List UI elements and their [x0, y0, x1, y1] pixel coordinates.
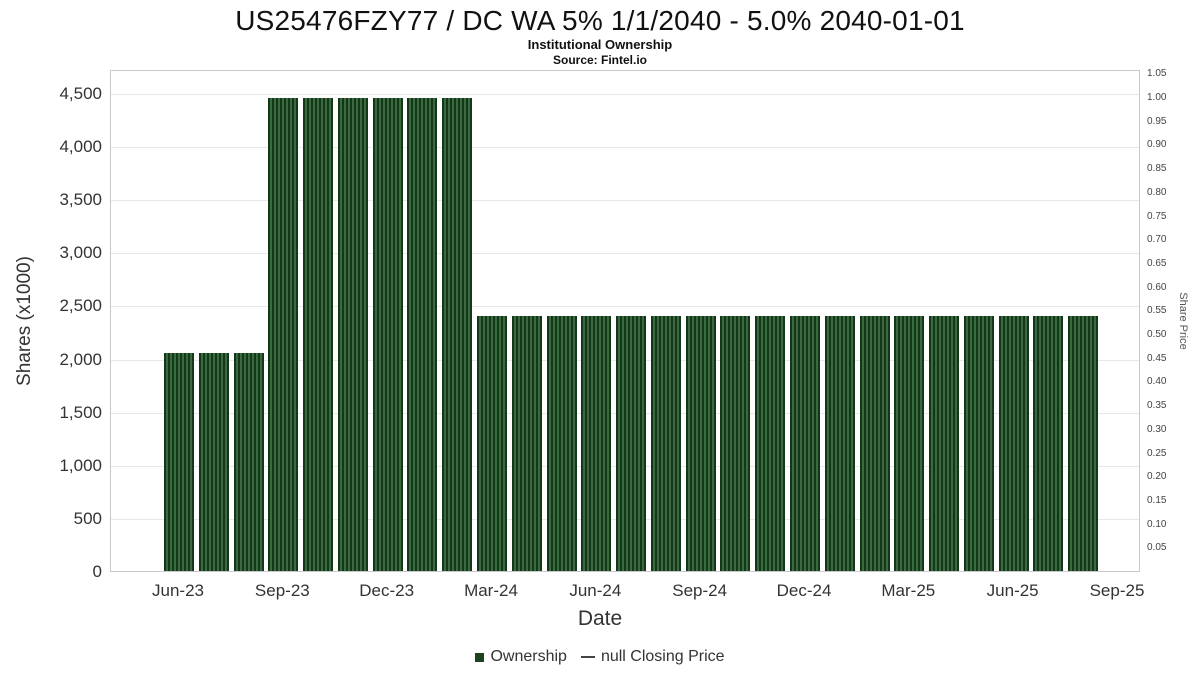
x-tick-label: Mar-25 — [881, 581, 936, 600]
right-tick-label: 1.05 — [1147, 68, 1167, 80]
chart-source: Source: Fintel.io — [552, 53, 647, 67]
left-tick-label: 3,000 — [59, 243, 102, 263]
right-tick-label: 0.95 — [1147, 115, 1167, 127]
x-tick-label: Dec-24 — [776, 581, 832, 600]
ownership-bar[interactable] — [268, 98, 299, 571]
right-tick-label: 0.25 — [1147, 447, 1167, 459]
ownership-bar[interactable] — [650, 316, 681, 571]
right-tick-label: 0.05 — [1147, 542, 1167, 554]
gridline — [111, 147, 1139, 149]
ownership-bar[interactable] — [929, 316, 960, 571]
plot-area — [110, 70, 1140, 572]
left-tick-label: 0 — [92, 562, 102, 581]
gridline — [111, 306, 1139, 308]
ownership-bar[interactable] — [894, 316, 925, 571]
right-tick-label: 0.80 — [1147, 186, 1167, 198]
legend-item-null-closing-price[interactable]: null Closing Price — [580, 648, 725, 666]
ownership-bar[interactable] — [442, 98, 473, 571]
left-tick-label: 2,500 — [59, 296, 102, 316]
ownership-bar[interactable] — [859, 316, 890, 571]
right-tick-label: 0.90 — [1147, 139, 1167, 151]
right-tick-label: 0.20 — [1147, 471, 1167, 483]
ownership-bar[interactable] — [511, 316, 542, 571]
ownership-bar[interactable] — [198, 353, 229, 571]
ownership-bar[interactable] — [303, 98, 334, 571]
x-tick-label: Sep-24 — [672, 581, 728, 600]
ownership-bar[interactable] — [407, 98, 438, 571]
chart-title: US25476FZY77 / DC WA 5% 1/1/2040 - 5.0% … — [235, 5, 965, 36]
legend-item-ownership[interactable]: Ownership — [475, 648, 567, 666]
right-tick-label: 0.15 — [1147, 494, 1167, 506]
legend: Ownership null Closing Price — [0, 645, 1200, 669]
ownership-bar[interactable] — [164, 353, 194, 571]
ownership-bar[interactable] — [581, 316, 612, 571]
right-tick-label: 0.60 — [1147, 281, 1167, 293]
right-tick-label: 1.00 — [1147, 92, 1167, 103]
gridline — [111, 253, 1139, 255]
right-tick-label: 0.40 — [1147, 376, 1167, 388]
right-tick-label: 0.85 — [1147, 163, 1167, 175]
ownership-bar[interactable] — [337, 98, 368, 571]
legend-label: null Closing Price — [600, 648, 725, 665]
x-axis-title: Date — [577, 607, 623, 630]
ownership-bar[interactable] — [790, 316, 820, 571]
gridline — [111, 200, 1139, 202]
right-tick-label: 0.55 — [1147, 305, 1167, 317]
ownership-bar[interactable] — [963, 316, 994, 571]
left-tick-label: 1,500 — [59, 402, 102, 422]
left-tick-label: 1,000 — [59, 455, 102, 475]
left-tick-label: 3,500 — [59, 190, 102, 210]
left-tick-label: 4,500 — [59, 84, 102, 103]
left-tick-label: 500 — [73, 508, 102, 528]
x-tick-label: Sep-25 — [1089, 581, 1145, 600]
right-axis-title: Share Price — [1177, 292, 1189, 350]
ownership-bar[interactable] — [755, 316, 786, 571]
x-tick-label: Sep-23 — [254, 581, 310, 600]
ownership-bar[interactable] — [824, 316, 855, 571]
ownership-bar[interactable] — [720, 316, 751, 571]
x-tick-label: Mar-24 — [464, 581, 518, 600]
ownership-bar[interactable] — [1033, 316, 1064, 571]
left-tick-label: 2,000 — [59, 349, 102, 369]
legend-square-icon — [475, 652, 485, 662]
right-tick-label: 0.30 — [1147, 423, 1167, 435]
right-tick-label: 0.70 — [1147, 234, 1167, 246]
ownership-bar[interactable] — [998, 316, 1029, 571]
x-tick-label: Dec-23 — [359, 581, 415, 600]
gridline — [111, 94, 1139, 95]
x-tick-label: Jun-24 — [569, 581, 622, 600]
ownership-bar[interactable] — [372, 98, 403, 571]
ownership-bar[interactable] — [685, 316, 716, 571]
left-tick-label: 4,000 — [59, 137, 102, 157]
legend-label: Ownership — [490, 648, 567, 665]
right-tick-label: 0.35 — [1147, 400, 1167, 412]
right-tick-label: 0.45 — [1147, 352, 1167, 364]
x-tick-label: Jun-25 — [986, 581, 1039, 600]
ownership-bar[interactable] — [233, 353, 264, 571]
ownership-bar[interactable] — [616, 316, 647, 571]
ownership-bar[interactable] — [546, 316, 577, 571]
ownership-bar[interactable] — [1068, 316, 1099, 571]
right-tick-label: 0.65 — [1147, 257, 1167, 269]
right-tick-label: 0.10 — [1147, 518, 1167, 530]
right-tick-label: 0.50 — [1147, 329, 1167, 340]
chart-subtitle: Institutional Ownership — [527, 37, 673, 52]
legend-dash-icon — [580, 656, 595, 658]
ownership-bar[interactable] — [477, 316, 507, 571]
x-tick-label: Jun-23 — [152, 581, 204, 600]
right-tick-label: 0.75 — [1147, 210, 1167, 222]
